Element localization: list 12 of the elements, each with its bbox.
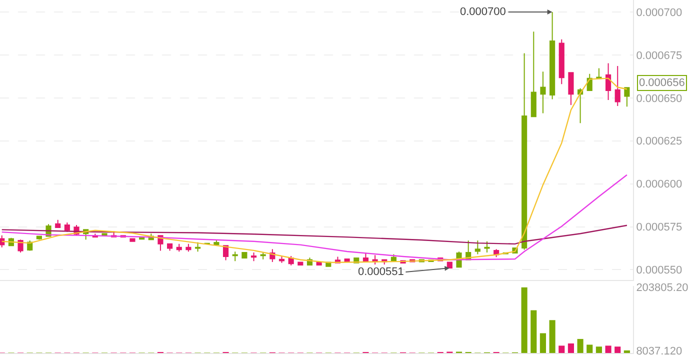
y-tick-label: 0.000650 (636, 92, 682, 105)
annotation: 0.000551 (358, 266, 404, 278)
y-tick-label: 0.000625 (636, 136, 682, 148)
y-tick-label: 0.000575 (636, 222, 682, 234)
y-tick-label: 8037.120 (636, 345, 682, 358)
y-tick-label: 203805.20 (636, 282, 688, 294)
y-tick-label: 0.000600 (636, 178, 682, 191)
y-tick-label: 0.000550 (636, 264, 682, 277)
y-tick-label: 0.000700 (636, 6, 682, 19)
annotation: 0.000700 (460, 6, 506, 18)
y-tick-label: 0.000675 (636, 50, 682, 62)
text: 0.000656 (639, 77, 685, 89)
